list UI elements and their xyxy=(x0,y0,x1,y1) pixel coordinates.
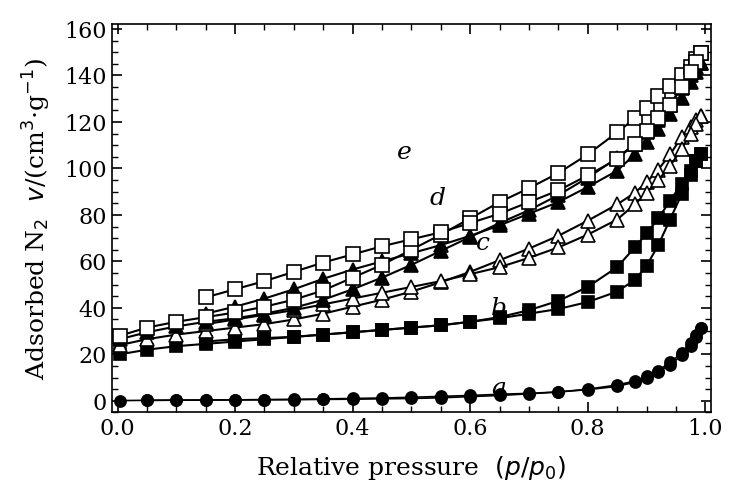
Text: a: a xyxy=(491,376,506,400)
Y-axis label: Adsorbed N$_2$  $v$/(cm$^3$·g$^{-1}$): Adsorbed N$_2$ $v$/(cm$^3$·g$^{-1}$) xyxy=(21,58,53,380)
Text: e: e xyxy=(397,141,411,164)
Text: b: b xyxy=(491,297,507,319)
Text: d: d xyxy=(429,187,445,210)
X-axis label: Relative pressure  $(p/p_0)$: Relative pressure $(p/p_0)$ xyxy=(257,453,566,481)
Text: c: c xyxy=(476,231,490,255)
